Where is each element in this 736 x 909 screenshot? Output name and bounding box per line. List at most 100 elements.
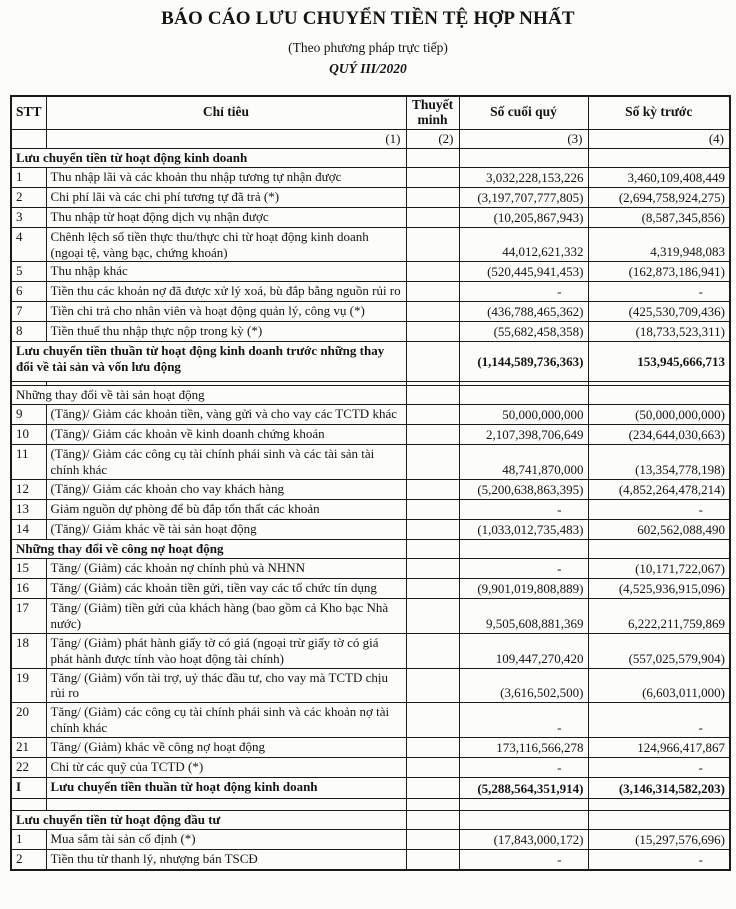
table-row: 14 (Tăng)/ Giảm khác về tài sản hoạt động…	[10, 519, 731, 541]
note-cell	[405, 321, 460, 343]
current-value-cell: (55,682,458,358)	[458, 321, 589, 343]
label-cell: Tiền thu từ thanh lý, nhượng bán TSCĐ	[45, 849, 407, 870]
stt-cell: 5	[10, 261, 47, 283]
label-cell: Tăng/ (Giảm) khác về công nợ hoạt động	[45, 737, 407, 758]
previous-value-cell: (50,000,000,000)	[587, 404, 731, 426]
stt-cell: 10	[10, 424, 47, 446]
table-row: 9 (Tăng)/ Giảm các khoản tiền, vàng gửi v…	[10, 404, 731, 426]
current-value-cell: (1,144,589,736,363)	[458, 341, 589, 383]
previous-value-cell: (13,354,778,198)	[587, 444, 731, 481]
current-value-cell: 2,107,398,706,649	[458, 424, 589, 446]
previous-value-cell: 6,222,211,759,869	[587, 598, 731, 634]
current-value-cell: 3,032,228,153,226	[458, 166, 589, 188]
current-value-cell: (10,205,867,943)	[458, 206, 589, 228]
col-header-stt: STT	[10, 95, 47, 130]
current-value-cell	[458, 385, 589, 406]
current-value-cell: (5,200,638,863,395)	[458, 479, 589, 501]
current-value-cell: -	[458, 757, 589, 778]
spacer-cell	[45, 798, 407, 811]
note-cell	[405, 849, 460, 870]
col-index-1: (1)	[45, 128, 407, 149]
current-value-cell: (520,445,941,453)	[458, 261, 589, 283]
stt-cell: 18	[10, 632, 47, 669]
note-cell	[405, 499, 460, 521]
stt-cell: 17	[10, 598, 47, 634]
col-index-empty	[10, 128, 47, 149]
current-value-cell	[458, 539, 589, 560]
spacer-row	[10, 798, 731, 811]
label-cell: Tăng/ (Giảm) các khoản nợ chính phủ và N…	[45, 558, 407, 580]
stt-cell: 19	[10, 667, 47, 704]
note-cell	[405, 578, 460, 600]
previous-value-cell: -	[587, 702, 731, 738]
note-cell	[405, 261, 460, 283]
note-cell	[405, 404, 460, 426]
document-subtitle: (Theo phương pháp trực tiếp)	[288, 40, 448, 55]
table-row: 2 Tiền thu từ thanh lý, nhượng bán TSCĐ - -	[10, 849, 731, 870]
label-cell: Tăng/ (Giảm) tiền gửi của khách hàng (ba…	[45, 598, 407, 634]
current-value-cell: (3,616,502,500)	[458, 667, 589, 704]
label-cell: Tiền thuế thu nhập thực nộp trong kỳ (*)	[45, 321, 407, 343]
table-row: 3 Thu nhập từ hoạt động dịch vụ nhận được…	[10, 206, 731, 228]
section-row: Những thay đổi về công nợ hoạt động	[10, 539, 731, 560]
stt-cell: 1	[10, 166, 47, 188]
label-cell: Lưu chuyển tiền thuần từ hoạt động kinh …	[45, 777, 407, 799]
section-row: Lưu chuyển tiền từ hoạt động đầu tư	[10, 810, 731, 830]
current-value-cell	[458, 147, 589, 168]
section-label-cell: Những thay đổi về tài sản hoạt động	[10, 385, 407, 406]
stt-cell: 6	[10, 281, 47, 303]
current-value-cell: (5,288,564,351,914)	[458, 777, 589, 799]
note-cell	[405, 186, 460, 208]
note-cell	[405, 829, 460, 850]
section-label-cell: Những thay đổi về công nợ hoạt động	[10, 539, 407, 560]
note-cell	[405, 632, 460, 669]
stt-cell: 15	[10, 558, 47, 580]
current-value-cell: (3,197,707,777,805)	[458, 186, 589, 208]
label-cell: Chênh lệch số tiền thực thu/thực chi từ …	[45, 226, 407, 263]
table-body: Lưu chuyển tiền từ hoạt động kinh doanh 1…	[10, 147, 731, 870]
col-header-so-ky-truoc: Số kỳ trước	[587, 95, 731, 130]
current-value-cell: -	[458, 281, 589, 303]
spacer-cell	[405, 798, 460, 811]
previous-value-cell	[587, 385, 731, 406]
note-cell	[405, 558, 460, 580]
previous-value-cell: (4,852,264,478,214)	[587, 479, 731, 501]
table-row: 13 Giảm nguồn dự phòng để bù đắp tổn thất…	[10, 499, 731, 521]
stt-cell: 4	[10, 226, 47, 263]
table-row: 6 Tiền thu các khoản nợ đã được xử lý xoá…	[10, 281, 731, 303]
note-cell	[405, 598, 460, 634]
note-cell	[405, 444, 460, 481]
document-title: BÁO CÁO LƯU CHUYỂN TIỀN TỆ HỢP NHẤT	[161, 8, 575, 29]
previous-value-cell: (6,603,011,000)	[587, 667, 731, 704]
note-cell	[405, 301, 460, 323]
current-value-cell: -	[458, 702, 589, 738]
table-row: 7 Tiền chi trả cho nhân viên và hoạt động…	[10, 301, 731, 323]
stt-cell: 3	[10, 206, 47, 228]
table-row: I Lưu chuyển tiền thuần từ hoạt động kinh…	[10, 777, 731, 799]
note-cell	[405, 667, 460, 704]
label-cell: (Tăng)/ Giảm khác về tài sản hoạt động	[45, 519, 407, 541]
label-cell: Tăng/ (Giảm) các khoản tiền gửi, tiền va…	[45, 578, 407, 600]
current-value-cell: (436,788,465,362)	[458, 301, 589, 323]
current-value-cell: 9,505,608,881,369	[458, 598, 589, 634]
label-cell: Tăng/ (Giảm) các công cụ tài chính phái …	[45, 702, 407, 738]
previous-value-cell	[587, 147, 731, 168]
table-row: 4 Chênh lệch số tiền thực thu/thực chi từ…	[10, 226, 731, 263]
previous-value-cell: -	[587, 757, 731, 778]
previous-value-cell: 124,966,417,867	[587, 737, 731, 758]
note-cell	[405, 281, 460, 303]
table-row: 21 Tăng/ (Giảm) khác về công nợ hoạt động…	[10, 737, 731, 758]
previous-value-cell: (162,873,186,941)	[587, 261, 731, 283]
table-row: 22 Chi từ các quỹ của TCTD (*) - -	[10, 757, 731, 778]
note-cell	[405, 777, 460, 799]
previous-value-cell: 153,945,666,713	[587, 341, 731, 383]
current-value-cell: (17,843,000,172)	[458, 829, 589, 850]
note-cell	[405, 226, 460, 263]
table-row: 1 Thu nhập lãi và các khoản thu nhập tươn…	[10, 166, 731, 188]
table-row: 10 (Tăng)/ Giảm các khoản về kinh doanh c…	[10, 424, 731, 446]
spacer-cell	[10, 798, 47, 811]
previous-value-cell: (234,644,030,663)	[587, 424, 731, 446]
previous-value-cell: (10,171,722,067)	[587, 558, 731, 580]
previous-value-cell: -	[587, 281, 731, 303]
stt-cell: 21	[10, 737, 47, 758]
